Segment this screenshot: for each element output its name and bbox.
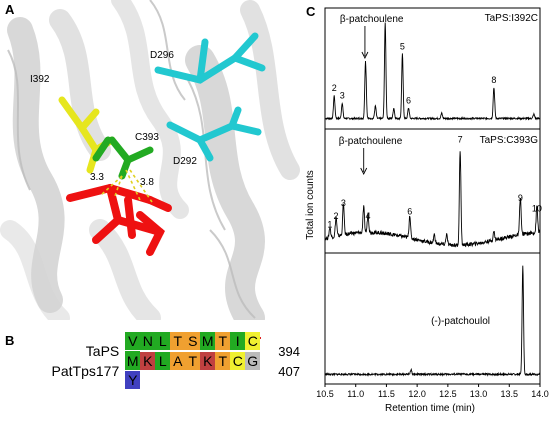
chromatogram-trace [324, 151, 541, 248]
annotation-arrowhead [361, 51, 369, 60]
residue-cell: C [245, 332, 261, 350]
residue-cell: A [170, 352, 186, 370]
residue-cell: G [245, 352, 261, 370]
x-tick-label: 13.5 [501, 389, 519, 399]
peak-label: 6 [407, 207, 412, 217]
peak-label: 5 [400, 42, 405, 52]
residue-cell: V [125, 332, 141, 350]
residue-cell: S [185, 332, 201, 350]
distance-lines [99, 169, 153, 203]
peak-label: 3 [341, 198, 346, 208]
residue-c393-sticks [92, 136, 154, 180]
residue-d296-sticks [154, 32, 266, 84]
residue-cell: T [215, 352, 231, 370]
gc-ms-chromatogram: Total ion counts Retention time (min) 10… [305, 7, 549, 414]
residue-cell: T [215, 332, 231, 350]
x-tick-label: 11.0 [347, 389, 364, 399]
label-distance-2: 3.8 [140, 177, 154, 188]
x-tick-label: 14.0 [531, 389, 549, 399]
chromatogram-trace [324, 265, 541, 377]
residue-cell: L [155, 332, 171, 350]
x-tick-label: 11.5 [378, 389, 395, 399]
peak-label: 10 [532, 204, 542, 214]
panel-letter-a: A [5, 2, 15, 17]
peak-label: 9 [518, 193, 523, 203]
panel-letter-c: C [306, 4, 316, 19]
chromatogram-panel: C Total ion counts Retention time (min) … [300, 0, 550, 416]
annotation-arrowhead [360, 167, 368, 176]
residue-cell: C [230, 352, 246, 370]
trace-title: TaPS:I392C [485, 13, 538, 24]
residue-cell: Y [125, 371, 141, 389]
peak-label: 6 [406, 96, 411, 106]
x-tick-label: 10.5 [316, 389, 334, 399]
label-d296: D296 [150, 50, 174, 61]
sequence-end-position: 407 [278, 363, 300, 379]
label-i392: I392 [30, 74, 50, 85]
trace-title: TaPS:C393G [480, 135, 539, 146]
peak-label: 2 [334, 211, 339, 221]
panel-letter-b: B [5, 333, 15, 348]
sequence-name: PatTps177 [51, 363, 120, 379]
peak-label: 8 [491, 75, 496, 85]
label-c393: C393 [135, 132, 159, 143]
peak-label: 7 [458, 135, 463, 145]
peak-label: 4 [365, 211, 370, 221]
sequence-alignment-panel: B TaPS VNLTSMTICV 394 PatTps177 MKLATKTC… [0, 330, 300, 416]
residue-cell: M [200, 332, 216, 350]
residue-cell: T [185, 352, 201, 370]
alignment-row-pattps177: PatTps177 M K L A T K T C GY 407 [0, 352, 300, 389]
residue-list: M K L A T K T C GY [125, 352, 274, 390]
x-tick-label: 12.5 [439, 389, 457, 399]
residue-d292-sticks [166, 106, 262, 162]
plot-frame [324, 7, 541, 385]
sequence-name: TaPS [85, 343, 120, 359]
x-tick-label: 13.0 [470, 389, 488, 399]
y-axis-label: Total ion counts [305, 170, 316, 240]
peak-label: 3 [340, 90, 345, 100]
sequence-end-position: 394 [278, 343, 300, 359]
helix-ribbons [0, 0, 300, 333]
residue-cell: L [155, 352, 171, 370]
x-axis-label: Retention time (min) [385, 403, 475, 414]
protein-structure-image: I392 C393 D296 D292 3.3 3.8 [0, 0, 300, 333]
residue-cell: K [200, 352, 216, 370]
residue-cell: I [230, 332, 246, 350]
structure-panel: A [0, 0, 300, 333]
residue-cell: K [140, 352, 156, 370]
trace-title: (-)-patchoulol [431, 316, 490, 327]
chromatogram-trace [324, 22, 541, 121]
label-d292: D292 [173, 156, 197, 167]
label-distance-1: 3.3 [90, 172, 104, 183]
peak-label: 2 [332, 83, 337, 93]
residue-cell: M [125, 352, 141, 370]
annotation-label: β-patchoulene [339, 136, 403, 147]
ligand-sticks [66, 183, 172, 256]
x-tick-label: 12.0 [408, 389, 426, 399]
residue-cell: N [140, 332, 156, 350]
annotation-label: β-patchoulene [340, 14, 404, 25]
residue-cell: T [170, 332, 186, 350]
peak-label: 1 [327, 219, 332, 229]
